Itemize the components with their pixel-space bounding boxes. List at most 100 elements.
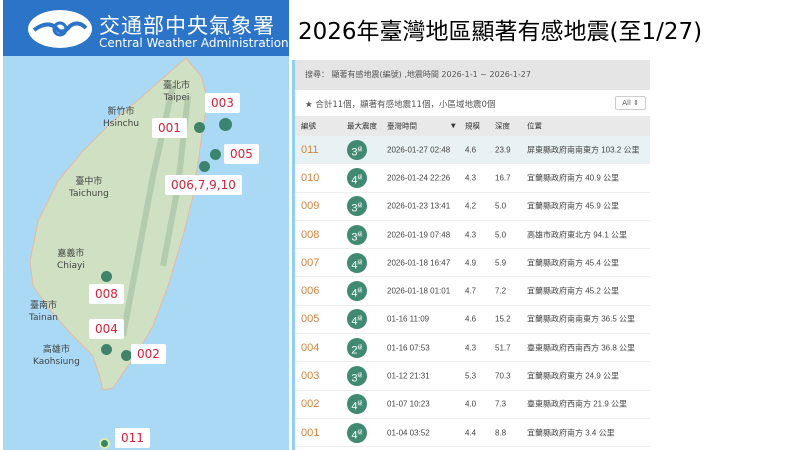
intensity-unit: 級 — [357, 231, 363, 238]
sort-down-icon[interactable]: ▼ — [451, 122, 456, 130]
quake-location: 臺東縣政府西南西方 36.8 公里 — [527, 343, 636, 353]
intensity-value: 4 — [351, 174, 358, 187]
summary-bar: ★ 合計11個，顯著有感地震11個，小區域地震0個 All ⇕ — [295, 90, 650, 116]
quake-marker-003[interactable] — [219, 118, 232, 131]
intensity-unit: 級 — [357, 203, 363, 210]
intensity-unit: 級 — [357, 429, 363, 436]
quake-magnitude: 4.3 — [465, 173, 477, 183]
col-time[interactable]: 臺灣時間 — [387, 121, 417, 131]
quake-magnitude: 4.6 — [465, 314, 477, 324]
intensity-unit: 級 — [357, 146, 363, 153]
quake-marker-011[interactable] — [99, 438, 110, 449]
intensity-badge: 4級 — [347, 394, 367, 415]
quake-marker-004[interactable] — [101, 344, 112, 355]
filter-select[interactable]: All ⇕ — [615, 96, 646, 110]
quake-id-link[interactable]: 002 — [301, 398, 320, 411]
quake-id-link[interactable]: 001 — [301, 426, 320, 439]
quake-location: 宜蘭縣政府南方 3.4 公里 — [527, 428, 615, 438]
intensity-badge: 3級 — [347, 224, 367, 245]
col-intensity[interactable]: 最大震度 — [347, 121, 377, 131]
table-row[interactable]: 011 3級 2026-01-27 02:48 4.6 23.9 屏東縣政府南南東方 10… — [295, 136, 650, 165]
quake-location: 高雄市政府東北方 94.1 公里 — [527, 230, 628, 240]
intensity-value: 3 — [351, 372, 358, 385]
quake-time: 2026-01-18 16:47 — [387, 258, 451, 268]
table-row[interactable]: 004 2級 01-16 07:53 4.3 51.7 臺東縣政府西南西方 36.8 公里 — [295, 334, 650, 363]
quake-magnitude: 4.0 — [465, 399, 477, 409]
col-location[interactable]: 位置 — [527, 121, 542, 131]
quake-time: 01-12 21:31 — [387, 371, 430, 381]
table-row[interactable]: 009 3級 2026-01-23 13:41 4.2 5.0 宜蘭縣政府南方 45.9 … — [295, 193, 650, 221]
quake-magnitude: 4.3 — [465, 343, 477, 353]
page-title: 2026年臺灣地區顯著有感地震(至1/27) — [298, 19, 703, 45]
earthquake-table-body: 011 3級 2026-01-27 02:48 4.6 23.9 屏東縣政府南南東方 10… — [295, 136, 650, 448]
quake-id-link[interactable]: 009 — [301, 200, 320, 213]
table-row[interactable]: 008 3級 2026-01-19 07:48 4.3 5.0 高雄市政府東北方 94.1… — [295, 221, 650, 250]
quake-id-link[interactable]: 010 — [301, 171, 320, 184]
quake-marker-002[interactable] — [121, 350, 132, 361]
org-name-zh: 交通部中央氣象署 — [99, 14, 275, 38]
quake-label-002: 002 — [131, 344, 166, 364]
quake-id-link[interactable]: 006 — [301, 285, 320, 298]
table-row[interactable]: 010 4級 2026-01-24 22:26 4.3 16.7 宜蘭縣政府南方 40.9… — [295, 164, 650, 193]
quake-marker-008[interactable] — [101, 271, 112, 282]
city-taichung: 臺中市 Taichung — [69, 177, 109, 199]
quake-depth: 16.7 — [495, 173, 511, 183]
intensity-badge: 3級 — [347, 366, 367, 387]
cwa-logo — [28, 10, 92, 48]
quake-time: 2026-01-18 01:01 — [387, 286, 451, 296]
quake-label-001: 001 — [152, 118, 187, 138]
intensity-value: 4 — [351, 287, 358, 300]
quake-label-005: 005 — [224, 144, 259, 164]
taiwan-island — [29, 57, 209, 391]
quake-label-003: 003 — [205, 93, 240, 113]
quake-time: 2026-01-27 02:48 — [387, 145, 451, 155]
summary-text: ★ 合計11個，顯著有感地震11個，小區域地震0個 — [305, 100, 496, 110]
col-depth[interactable]: 深度 — [495, 121, 510, 131]
city-tainan: 臺南市 Tainan — [29, 301, 58, 323]
quake-location: 臺東縣政府西南方 21.9 公里 — [527, 399, 628, 409]
cwa-header: 交通部中央氣象署 Central Weather Administration — [3, 0, 289, 56]
quake-id-link[interactable]: 004 — [301, 341, 320, 354]
intensity-value: 4 — [351, 400, 358, 413]
quake-id-link[interactable]: 005 — [301, 313, 320, 326]
quake-label-008: 008 — [89, 284, 124, 304]
table-row[interactable]: 005 4級 01-16 11:09 4.6 15.2 宜蘭縣政府南南東方 36.5 公里 — [295, 306, 650, 335]
quake-magnitude: 4.4 — [465, 428, 477, 438]
quake-label-006-010: 006,7,9,10 — [165, 175, 242, 195]
table-row[interactable]: 003 3級 01-12 21:31 5.3 70.3 宜蘭縣政府東方 24.9 公里 — [295, 362, 650, 391]
col-id[interactable]: 編號 — [301, 121, 316, 131]
quake-location: 宜蘭縣政府南方 45.4 公里 — [527, 258, 620, 268]
table-row[interactable]: 006 4級 2026-01-18 01:01 4.7 7.2 宜蘭縣政府南方 45.2 … — [295, 277, 650, 306]
earthquake-map[interactable]: 臺北市 Taipei 新竹市 Hsinchu 臺中市 Taichung 嘉義市 Chia… — [3, 56, 289, 450]
table-row[interactable]: 007 4級 2026-01-18 16:47 4.9 5.9 宜蘭縣政府南方 45.4 … — [295, 249, 650, 278]
city-taipei: 臺北市 Taipei — [163, 81, 191, 103]
table-row[interactable]: 002 4級 01-07 10:23 4.0 7.3 臺東縣政府西南方 21.9 公里 — [295, 391, 650, 419]
quake-depth: 8.8 — [495, 428, 507, 438]
quake-location: 宜蘭縣政府南南東方 36.5 公里 — [527, 314, 636, 324]
quake-location: 屏東縣政府南南東方 103.2 公里 — [527, 145, 640, 155]
city-chiayi: 嘉義市 Chiayi — [57, 249, 85, 271]
intensity-value: 2 — [351, 344, 358, 357]
quake-time: 2026-01-24 22:26 — [387, 173, 451, 183]
quake-id-link[interactable]: 007 — [301, 256, 320, 269]
intensity-unit: 級 — [357, 344, 363, 351]
quake-time: 01-16 11:09 — [387, 314, 430, 324]
table-row[interactable]: 001 4級 01-04 03:52 4.4 8.8 宜蘭縣政府南方 3.4 公里 — [295, 419, 650, 448]
col-magnitude[interactable]: 規模 — [465, 121, 480, 131]
quake-id-link[interactable]: 008 — [301, 228, 320, 241]
quake-marker-006-010[interactable] — [199, 161, 210, 172]
intensity-unit: 級 — [357, 401, 363, 408]
intensity-badge: 2級 — [347, 337, 367, 358]
intensity-badge: 4級 — [347, 309, 367, 330]
quake-id-link[interactable]: 003 — [301, 370, 320, 383]
quake-marker-005[interactable] — [210, 149, 221, 160]
quake-depth: 51.7 — [495, 343, 511, 353]
intensity-unit: 級 — [357, 288, 363, 295]
quake-magnitude: 5.3 — [465, 371, 477, 381]
quake-id-link[interactable]: 011 — [301, 143, 319, 156]
intensity-value: 3 — [351, 202, 358, 215]
quake-marker-001[interactable] — [194, 122, 205, 133]
city-kaohsiung: 高雄市 Kaohsiung — [33, 345, 80, 367]
city-hsinchu: 新竹市 Hsinchu — [103, 107, 140, 129]
quake-depth: 7.2 — [495, 286, 507, 296]
